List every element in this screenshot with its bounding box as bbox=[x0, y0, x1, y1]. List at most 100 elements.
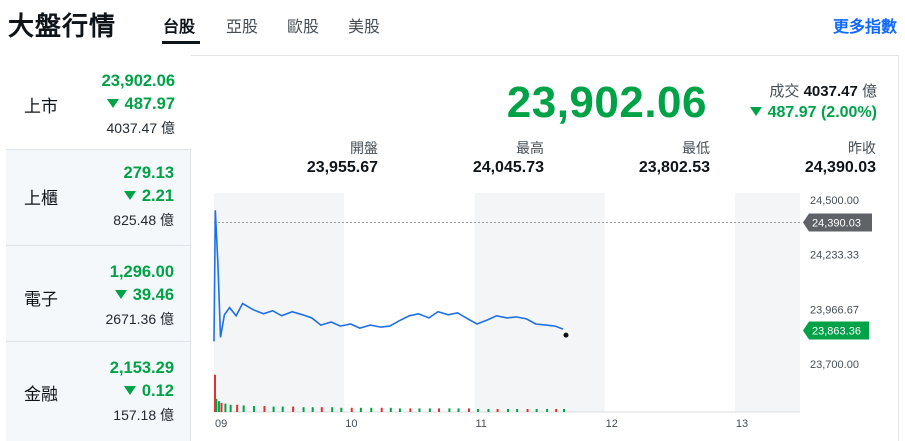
volume-bar bbox=[437, 408, 440, 412]
down-arrow-icon bbox=[749, 107, 762, 116]
sidebar-item-listed[interactable]: 上市 23,902.06 487.97 4037.47 億 bbox=[6, 55, 191, 150]
volume-bar bbox=[292, 406, 295, 412]
y-tick-label: 23,700.00 bbox=[810, 359, 859, 371]
active-tab-indicator bbox=[162, 41, 200, 44]
sidebar-item-electronics[interactable]: 電子 1,296.00 39.46 2671.36 億 bbox=[6, 246, 191, 342]
x-tick-label: 11 bbox=[475, 418, 486, 430]
volume-bar bbox=[380, 407, 383, 412]
volume-bar bbox=[477, 409, 480, 412]
volume-bar bbox=[370, 407, 373, 412]
down-arrow-icon bbox=[123, 191, 136, 200]
volume-bar bbox=[546, 409, 549, 412]
sidebar-item-volume: 4037.47 億 bbox=[106, 120, 176, 136]
volume-bar bbox=[311, 407, 314, 412]
volume-bar bbox=[272, 406, 275, 412]
volume-bar bbox=[389, 407, 392, 412]
volume-bar bbox=[220, 403, 223, 412]
volume-bar bbox=[302, 407, 305, 412]
volume-bar bbox=[562, 409, 565, 412]
high-label: 最高 bbox=[516, 140, 544, 156]
volume-bar bbox=[340, 407, 343, 412]
prev-close-tag bbox=[803, 213, 872, 232]
down-arrow-icon bbox=[114, 290, 127, 299]
volume-bar bbox=[214, 374, 216, 412]
current-price-tag-label: 23,863.36 bbox=[812, 326, 861, 338]
volume-bar bbox=[496, 409, 499, 412]
sidebar-item-volume: 825.48 億 bbox=[113, 212, 174, 228]
open-value: 23,955.67 bbox=[306, 159, 378, 176]
volume-bar bbox=[428, 408, 431, 412]
volume-bar bbox=[263, 406, 266, 412]
price-line bbox=[213, 210, 564, 342]
volume-bar bbox=[242, 405, 245, 412]
volume-bar bbox=[467, 408, 470, 412]
sidebar-item-volume: 2671.36 億 bbox=[105, 311, 175, 327]
volume-bar bbox=[448, 408, 451, 412]
index-sidebar: 上市 23,902.06 487.97 4037.47 億 上櫃 279.13 … bbox=[6, 55, 191, 441]
volume-bar bbox=[281, 406, 284, 412]
volume-bar bbox=[457, 408, 460, 412]
sidebar-item-otc[interactable]: 上櫃 279.13 2.21 825.48 億 bbox=[6, 150, 191, 246]
header: 大盤行情 台股 亞股 歐股 美股 更多指數 bbox=[0, 0, 905, 48]
sidebar-item-name: 電子 bbox=[24, 290, 58, 309]
x-tick-label: 12 bbox=[606, 418, 618, 430]
tab-europe-stocks[interactable]: 歐股 bbox=[287, 19, 320, 36]
x-tick-label: 09 bbox=[215, 418, 227, 430]
volume-bar bbox=[331, 407, 334, 412]
sidebar-item-name: 金融 bbox=[24, 385, 58, 404]
low-value: 23,802.53 bbox=[638, 159, 710, 176]
volume-bar bbox=[535, 409, 538, 412]
y-tick-label: 23,966.67 bbox=[810, 304, 859, 316]
volume-bar bbox=[320, 407, 323, 412]
sidebar-item-change: 487.97 bbox=[106, 95, 175, 114]
volume-bar bbox=[359, 407, 362, 412]
volume-bar bbox=[526, 409, 529, 412]
index-price: 23,902.06 bbox=[506, 78, 707, 127]
prev-close-value: 24,390.03 bbox=[804, 159, 876, 176]
sidebar-item-change: 0.12 bbox=[123, 382, 174, 401]
hour-band bbox=[214, 193, 345, 412]
sidebar-item-price: 279.13 bbox=[123, 164, 174, 182]
sidebar-item-change: 39.46 bbox=[114, 286, 174, 305]
volume-bar bbox=[409, 408, 412, 412]
tab-asia-stocks[interactable]: 亞股 bbox=[226, 19, 259, 36]
volume-bar bbox=[217, 401, 220, 412]
prev-close-tag-label: 24,390.03 bbox=[812, 218, 861, 230]
sidebar-item-finance[interactable]: 金融 2,153.29 0.12 157.18 億 bbox=[6, 342, 191, 441]
more-indices-link[interactable]: 更多指數 bbox=[832, 19, 897, 36]
sidebar-item-volume: 157.18 億 bbox=[113, 407, 174, 423]
y-tick-label: 24,233.33 bbox=[810, 250, 859, 262]
volume-bar bbox=[229, 404, 232, 412]
page-title: 大盤行情 bbox=[8, 11, 117, 41]
tab-tw-stocks[interactable]: 台股 bbox=[163, 19, 196, 36]
sidebar-item-price: 1,296.00 bbox=[109, 263, 174, 281]
tab-us-stocks[interactable]: 美股 bbox=[348, 19, 381, 36]
down-arrow-icon bbox=[106, 99, 119, 108]
volume-bar bbox=[224, 403, 227, 412]
volume-bar bbox=[253, 406, 256, 412]
hour-band bbox=[474, 193, 605, 412]
volume-bar bbox=[555, 409, 558, 412]
volume-bar bbox=[507, 409, 509, 412]
x-tick-label: 10 bbox=[345, 418, 357, 430]
volume-bar bbox=[516, 409, 519, 412]
prev-close-label: 昨收 bbox=[848, 140, 876, 156]
volume-bar bbox=[418, 408, 421, 412]
sidebar-item-price: 23,902.06 bbox=[101, 72, 175, 90]
trade-volume: 成交 4037.47 億 bbox=[769, 83, 877, 100]
current-price-tag bbox=[803, 321, 869, 340]
y-tick-label: 24,500.00 bbox=[810, 195, 859, 207]
x-tick-label: 13 bbox=[736, 418, 748, 430]
volume-bar bbox=[398, 408, 401, 412]
volume-bar bbox=[350, 407, 353, 412]
open-label: 開盤 bbox=[350, 140, 378, 156]
index-change: 487.97 (2.00%) bbox=[749, 104, 877, 122]
high-value: 24,045.73 bbox=[472, 159, 544, 176]
volume-bar bbox=[487, 409, 490, 412]
sidebar-item-name: 上市 bbox=[24, 97, 58, 116]
last-price-dot bbox=[563, 332, 569, 338]
sidebar-item-change: 2.21 bbox=[123, 187, 174, 206]
low-label: 最低 bbox=[682, 140, 710, 156]
sidebar-item-name: 上櫃 bbox=[24, 189, 58, 208]
